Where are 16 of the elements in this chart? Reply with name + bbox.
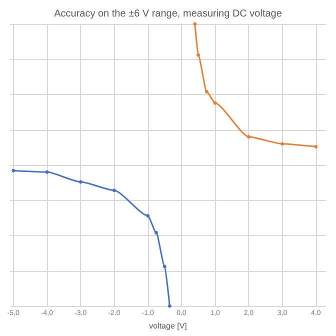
chart-title: Accuracy on the ±6 V range, measuring DC voltage <box>54 8 282 20</box>
point <box>196 53 200 57</box>
point <box>168 304 172 308</box>
point <box>246 135 250 139</box>
point <box>162 264 166 268</box>
point <box>112 188 116 192</box>
point <box>154 230 158 234</box>
point <box>280 142 284 146</box>
point <box>193 22 197 26</box>
point <box>146 214 150 218</box>
point <box>314 144 318 148</box>
point <box>204 90 208 94</box>
point <box>213 101 217 105</box>
point <box>78 180 82 184</box>
point <box>12 168 16 172</box>
x-axis-title: voltage [V] <box>149 321 187 330</box>
